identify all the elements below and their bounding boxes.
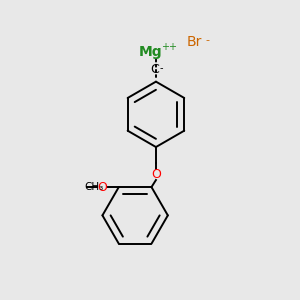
Text: -: - [205,35,209,45]
Text: O: O [151,168,161,181]
Text: C: C [150,63,159,76]
Text: ++: ++ [161,42,177,52]
Text: -: - [160,63,163,73]
Text: O: O [97,181,107,194]
Text: Mg: Mg [139,45,162,59]
Text: Br: Br [187,34,202,49]
Text: CH₃: CH₃ [85,182,104,192]
